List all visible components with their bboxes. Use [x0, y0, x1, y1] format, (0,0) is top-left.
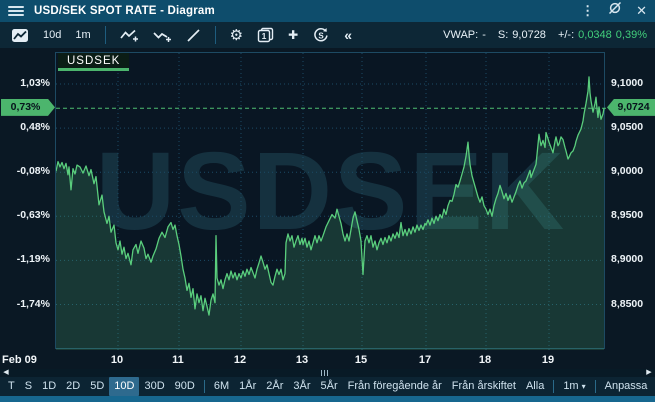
x-axis-label: 12 — [233, 354, 247, 366]
period-button-90d[interactable]: 90D — [174, 380, 195, 392]
period-divider — [553, 380, 555, 393]
scroll-right-icon[interactable]: ▶ — [646, 369, 652, 376]
link-off-icon[interactable] — [608, 0, 622, 22]
close-icon[interactable]: ✕ — [636, 3, 647, 18]
change-value: 0,0348 — [578, 29, 612, 41]
vwap-readout: VWAP: - S: 9,0728 +/-: 0,0348 0,39% — [443, 22, 647, 48]
period-button-30d[interactable]: 30D — [144, 380, 165, 392]
collapse-toolbar-icon[interactable]: « — [344, 27, 353, 43]
period-button-s[interactable]: S — [24, 380, 33, 392]
y-axis-label-left: -1,19% — [16, 253, 50, 266]
interval-dropdown-value: 1m — [563, 380, 579, 392]
y-axis-label-left: -0,63% — [16, 209, 50, 222]
period-button-från-föregående-år[interactable]: Från föregående år — [347, 380, 442, 392]
price-chart[interactable] — [56, 53, 606, 350]
refresh-source-icon[interactable]: S — [307, 25, 335, 45]
legend-symbol-chip[interactable]: USDSEK — [58, 53, 130, 71]
x-axis-label: 13 — [295, 354, 309, 366]
add-indicator-icon[interactable] — [115, 25, 144, 45]
period-button-alla[interactable]: Alla — [525, 380, 545, 392]
y-axis-label-left: -1,74% — [16, 297, 50, 310]
scroll-left-icon[interactable]: ◀ — [3, 369, 9, 376]
x-axis-label: 19 — [541, 354, 555, 366]
period-button-1år[interactable]: 1År — [239, 380, 257, 392]
period-button-från-årskiftet[interactable]: Från årskiftet — [451, 380, 516, 392]
settings-gear-icon[interactable]: ⚙ — [229, 27, 244, 44]
period-button-3år[interactable]: 3År — [293, 380, 311, 392]
x-axis-label: 11 — [172, 354, 184, 366]
interval-1m-button[interactable]: 1m — [75, 29, 91, 41]
current-pct-badge: 0,73% — [1, 99, 55, 116]
vwap-value: - — [482, 29, 486, 41]
period-divider — [594, 380, 596, 393]
period-button-t[interactable]: T — [8, 380, 15, 392]
chart-overview-icon[interactable] — [6, 25, 34, 45]
more-options-icon[interactable]: ⋮ — [581, 3, 595, 18]
vwap-label: VWAP: — [443, 29, 479, 41]
y-axis-label-right: 9,0500 — [611, 121, 644, 134]
x-axis-label: 17 — [418, 354, 432, 366]
duplicate-window-icon[interactable]: 1 — [252, 25, 279, 45]
period-divider — [203, 380, 205, 393]
current-price-badge: 9,0724 — [607, 98, 655, 116]
scrollbar-grip[interactable] — [321, 370, 328, 376]
hamburger-menu-icon[interactable] — [8, 4, 24, 18]
add-comparison-icon[interactable] — [148, 25, 177, 45]
y-axis-label-left: -0,08% — [16, 165, 50, 178]
toolbar-divider — [214, 26, 216, 44]
window-title: USD/SEK SPOT RATE - Diagram — [34, 5, 215, 17]
toolbar-divider — [104, 26, 106, 44]
y-axis-label-right: 9,1000 — [611, 77, 644, 89]
crosshair-tool-icon[interactable]: ✚ — [288, 28, 299, 42]
period-button-5d[interactable]: 5D — [90, 380, 105, 392]
title-bar: USD/SEK SPOT RATE - Diagram ⋮ ✕ — [0, 0, 655, 22]
chart-region: USDSEK USDSEK 0,73% 9,0724 1,03% 9,1000 0,… — [0, 48, 655, 369]
svg-text:1: 1 — [262, 31, 267, 41]
y-axis-label-left: 0,48% — [20, 121, 50, 134]
horizontal-scrollbar[interactable]: ◀ ▶ — [0, 369, 655, 377]
change-label: +/-: — [557, 29, 575, 41]
y-axis-label-right: 9,0000 — [611, 165, 644, 178]
last-value: 9,0728 — [512, 29, 546, 41]
x-axis-label: 10 — [110, 354, 124, 366]
svg-text:S: S — [318, 31, 324, 40]
y-axis-label-right: 8,9000 — [611, 253, 644, 266]
period-button-2år[interactable]: 2År — [266, 380, 284, 392]
period-button-1d[interactable]: 1D — [42, 380, 57, 392]
last-label: S: — [497, 29, 509, 41]
chevron-down-icon: ▾ — [581, 382, 586, 391]
period-toolbar: T S 1D 2D 5D 10D 30D 90D 6M 1År 2År 3År 5År Från före… — [0, 377, 655, 396]
chart-toolbar: 10d 1m ⚙ — [0, 22, 655, 48]
x-axis-label: 18 — [478, 354, 492, 366]
period-button-5år[interactable]: 5År — [320, 380, 338, 392]
x-axis-label: Feb 09 — [2, 354, 37, 366]
range-10d-button[interactable]: 10d — [43, 29, 62, 41]
change-pct: 0,39% — [615, 29, 647, 41]
window-bottom-edge — [0, 396, 655, 402]
y-axis-label-right: 8,8500 — [611, 297, 644, 310]
x-axis-label: 15 — [354, 354, 368, 366]
interval-dropdown[interactable]: 1m ▾ — [558, 377, 590, 396]
period-button-6m[interactable]: 6M — [213, 380, 230, 392]
period-button-10d[interactable]: 10D — [109, 377, 140, 396]
y-axis-label-right: 8,9500 — [611, 209, 644, 222]
plot-area[interactable]: USDSEK — [55, 52, 606, 350]
fit-chart-button[interactable]: Anpassa — [604, 380, 648, 392]
period-button-2d[interactable]: 2D — [66, 380, 81, 392]
y-axis-label-left: 1,03% — [20, 77, 50, 89]
trendline-tool-icon[interactable] — [181, 25, 206, 45]
